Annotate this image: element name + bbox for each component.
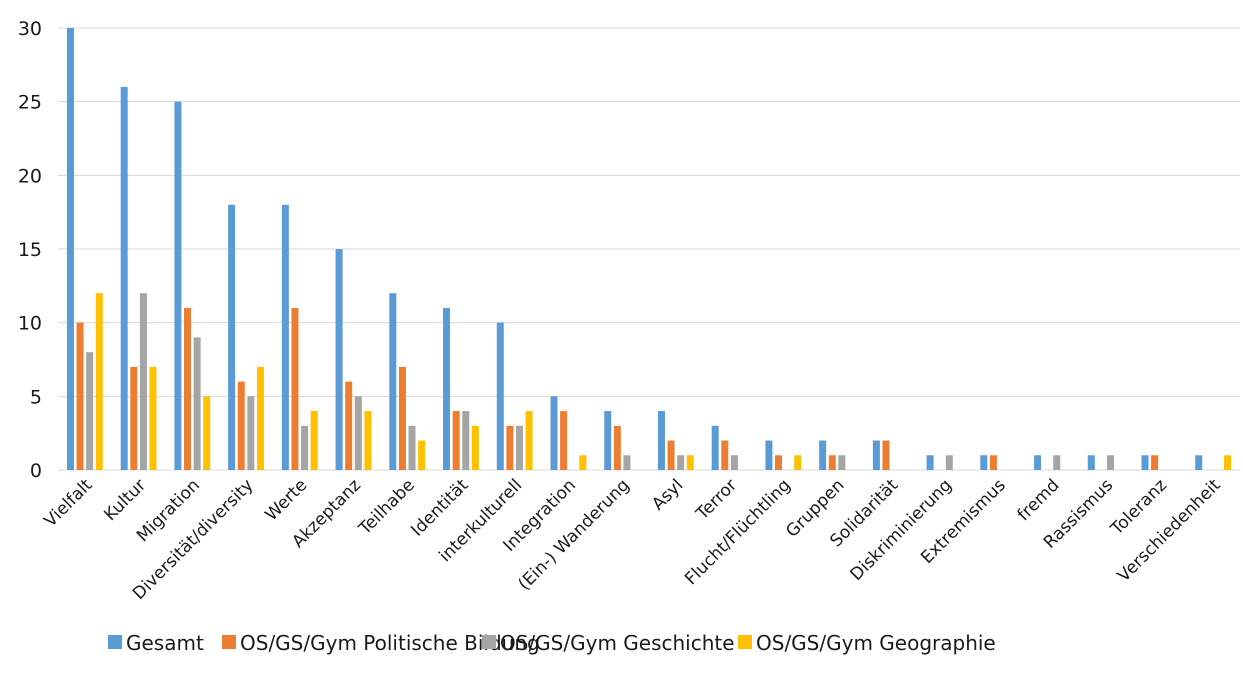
bar: [525, 411, 533, 470]
bar: [398, 366, 406, 470]
bar: [335, 249, 343, 470]
bar: [677, 455, 685, 470]
bar: [550, 396, 558, 470]
bar: [613, 425, 621, 470]
bar: [281, 204, 289, 471]
y-tick-label: 5: [30, 386, 42, 408]
bar: [76, 322, 84, 470]
bar: [408, 425, 416, 470]
bar: [345, 381, 353, 470]
bar: [980, 455, 988, 470]
bar: [721, 440, 729, 470]
bar: [203, 396, 211, 470]
y-axis: 0 5 10 15 20 25 30: [18, 18, 42, 482]
x-tick-label: Terror: [692, 475, 741, 524]
bar: [184, 307, 192, 470]
bar: [301, 425, 309, 470]
bar: [1087, 455, 1095, 470]
bar: [418, 440, 426, 470]
x-tick-label: Teilhabe: [355, 475, 419, 539]
bar: [989, 455, 997, 470]
legend: Gesamt OS/GS/Gym Politische BildungOS/GS/…: [108, 631, 996, 655]
bar: [364, 411, 372, 470]
bar: [579, 455, 587, 470]
bar: [1151, 455, 1159, 470]
bar: [247, 396, 255, 470]
bar: [945, 455, 953, 470]
gridlines: [58, 27, 1240, 471]
bar: [86, 352, 94, 470]
legend-label: OS/GS/Gym Geographie: [756, 631, 996, 655]
bar: [623, 455, 631, 470]
bar: [256, 366, 264, 470]
bar: [174, 101, 182, 471]
legend-swatch: [738, 635, 752, 649]
bar: [828, 455, 836, 470]
x-tick-label: Werte: [262, 475, 312, 525]
bar: [926, 455, 934, 470]
bar: [657, 411, 665, 470]
y-tick-label: 15: [18, 239, 42, 261]
x-tick-label: fremd: [1014, 475, 1064, 525]
bar: [354, 396, 362, 470]
bar: [819, 440, 827, 470]
bar: [310, 411, 318, 470]
bar: [291, 307, 299, 470]
bar: [1053, 455, 1061, 470]
bar: [1034, 455, 1042, 470]
bar: [443, 307, 451, 470]
bar: [872, 440, 880, 470]
bars: [66, 28, 1232, 471]
bar: [711, 425, 719, 470]
bar: [730, 455, 738, 470]
bar: [794, 455, 802, 470]
bar: [765, 440, 773, 470]
x-axis: Vielfalt KulturMigrationDiversität/divers…: [41, 475, 1225, 604]
bar: [686, 455, 694, 470]
bar: [515, 425, 523, 470]
legend-swatch: [482, 635, 496, 649]
x-tick-label: Asyl: [648, 475, 687, 514]
bar: [1224, 455, 1232, 470]
bar: [560, 411, 568, 470]
bar: [462, 411, 470, 470]
legend-label: Gesamt: [126, 631, 204, 655]
bar: [506, 425, 514, 470]
x-tick-label: Verschiedenheit: [1114, 475, 1225, 586]
bar: [120, 86, 128, 470]
bar: [66, 28, 74, 470]
bar: [882, 440, 890, 470]
bar: [471, 425, 479, 470]
bar: [228, 204, 236, 471]
bar: [1106, 455, 1114, 470]
bar: [496, 322, 504, 470]
bar: [1195, 455, 1203, 470]
bar: [95, 293, 103, 470]
y-tick-label: 0: [30, 460, 42, 482]
y-tick-label: 10: [18, 313, 42, 335]
bar: [139, 293, 147, 470]
bar: [667, 440, 675, 470]
legend-label: OS/GS/Gym Geschichte: [500, 631, 735, 655]
bar: [237, 381, 245, 470]
y-tick-label: 20: [18, 165, 42, 187]
bar: [130, 366, 138, 470]
legend-swatch: [222, 635, 236, 649]
y-tick-label: 25: [18, 92, 42, 114]
x-tick-label: Kultur: [100, 475, 150, 525]
bar: [838, 455, 846, 470]
bar: [452, 411, 460, 470]
bar: [604, 411, 612, 470]
bar: [1141, 455, 1149, 470]
x-tick-label: Vielfalt: [41, 475, 97, 531]
y-tick-label: 30: [18, 18, 42, 40]
bar: [149, 366, 157, 470]
bar: [775, 455, 783, 470]
bar: [193, 337, 201, 470]
bar: [389, 293, 397, 470]
legend-swatch: [108, 635, 122, 649]
